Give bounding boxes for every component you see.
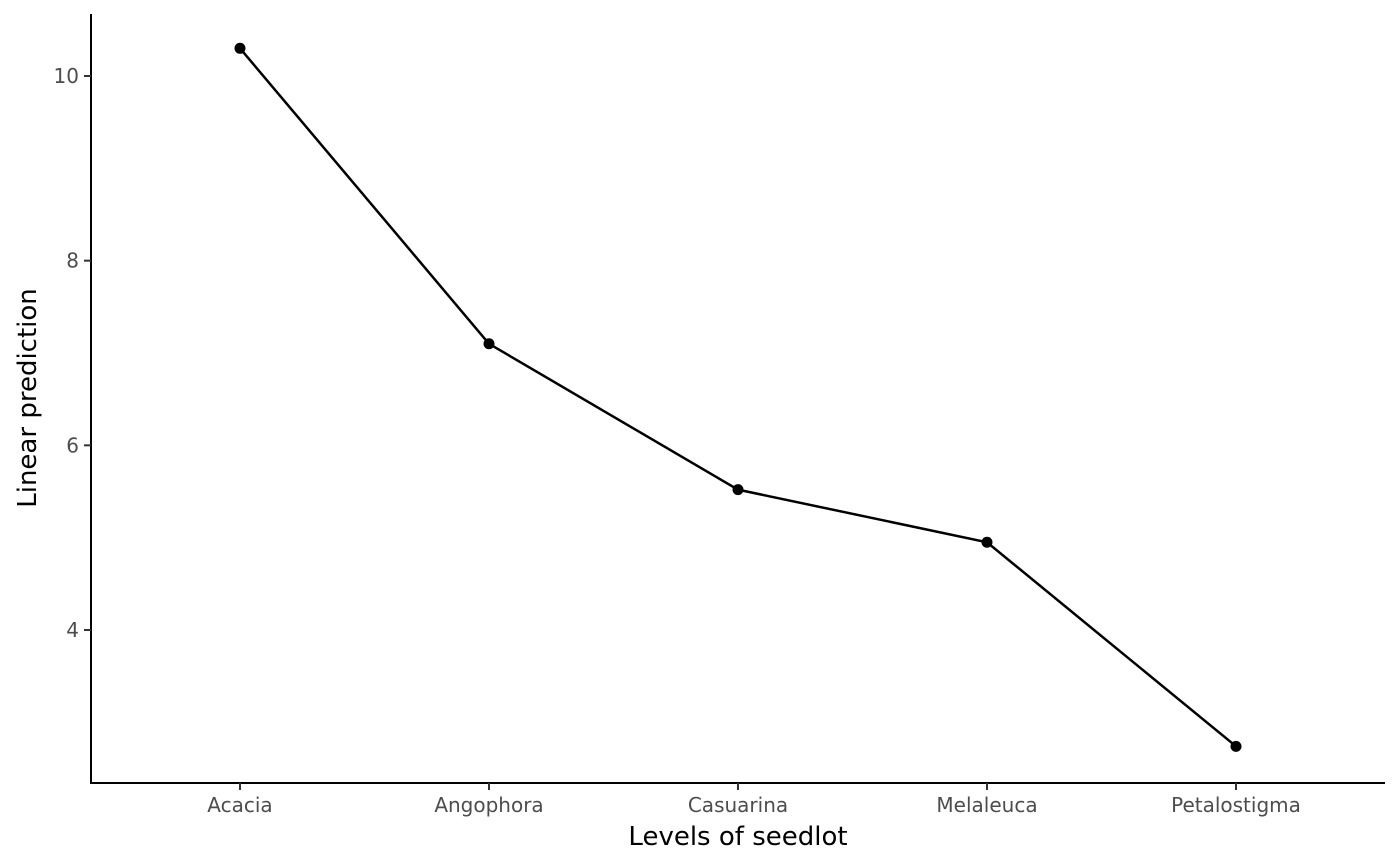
x-tick-label: Acacia xyxy=(207,793,272,817)
x-tick-label: Melaleuca xyxy=(936,793,1037,817)
plot-area: 4 6 8 10 Acacia Angophora Casuarina Melaleuca P… xyxy=(54,14,1385,817)
y-tick-label: 6 xyxy=(66,433,79,457)
series-line xyxy=(239,47,1237,748)
y-tick-label: 8 xyxy=(66,249,79,273)
data-point xyxy=(732,484,744,496)
x-tick-label: Casuarina xyxy=(688,793,788,817)
data-point xyxy=(1230,740,1242,752)
y-axis-title: Linear prediction xyxy=(13,288,43,508)
y-tick-label: 10 xyxy=(54,64,79,88)
series xyxy=(234,42,1242,752)
data-point xyxy=(483,338,495,350)
x-tick-label: Petalostigma xyxy=(1171,793,1301,817)
x-axis-title: Levels of seedlot xyxy=(628,822,847,852)
data-point xyxy=(981,536,993,548)
x-tick-label: Angophora xyxy=(434,793,543,817)
x-ticks: Acacia Angophora Casuarina Melaleuca Petalos… xyxy=(207,783,1301,817)
y-tick-label: 4 xyxy=(66,618,79,642)
data-point xyxy=(234,42,246,54)
y-ticks: 4 6 8 10 xyxy=(54,64,91,642)
